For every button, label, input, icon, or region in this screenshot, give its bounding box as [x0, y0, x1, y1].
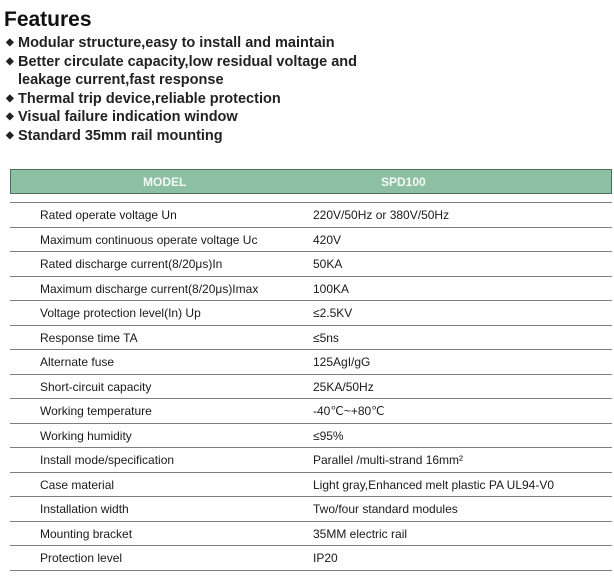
- spec-label: Maximum discharge current(8/20μs)Imax: [40, 281, 259, 296]
- table-row: Install mode/specification Parallel /mult…: [10, 447, 612, 472]
- table-row: Voltage protection level(In) Up ≤2.5KV: [10, 300, 612, 325]
- spec-value: ≤5ns: [313, 330, 339, 345]
- spec-label: Working temperature: [40, 404, 152, 418]
- spec-label: Alternate fuse: [40, 355, 115, 369]
- spec-label: Rated discharge current(8/20μs)In: [40, 257, 223, 271]
- spec-value: Parallel /multi-strand 16mm²: [313, 453, 464, 467]
- spec-label: Rated operate voltage Un: [40, 208, 177, 222]
- spec-label: Case material: [40, 477, 115, 492]
- table-row: Response time TA ≤5ns: [10, 324, 612, 350]
- spec-label: Maximum continuous operate voltage Uc: [40, 232, 258, 247]
- spec-value: Two/four standard modules: [313, 502, 458, 516]
- table-header: MODEL SPD100: [10, 169, 612, 194]
- table-row: Working humidity ≤95%: [10, 422, 612, 448]
- header-model: MODEL: [143, 175, 187, 189]
- spec-value: 125AgI/gG: [313, 355, 371, 369]
- spec-label: Response time TA: [40, 330, 138, 345]
- table-row: Case material Light gray,Enhanced melt pl…: [10, 471, 612, 497]
- spec-value: IP20: [313, 551, 338, 565]
- table-row: Working temperature -40℃~+80℃: [10, 398, 612, 423]
- spec-value: 25KA/50Hz: [313, 379, 374, 394]
- feature-item: Better circulate capacity,low residual v…: [6, 53, 357, 90]
- table-row: Alternate fuse 125AgI/gG: [10, 349, 612, 374]
- spec-value: 220V/50Hz or 380V/50Hz: [313, 208, 450, 222]
- feature-item: Thermal trip device,reliable protection: [6, 90, 357, 109]
- spec-label: Short-circuit capacity: [40, 379, 152, 394]
- spec-value: ≤2.5KV: [313, 306, 353, 320]
- spec-table: Rated operate voltage Un 220V/50Hz or 380…: [10, 202, 612, 571]
- feature-text-cont: leakage current,fast response: [18, 72, 224, 89]
- spec-value: 420V: [313, 232, 342, 247]
- spec-value: 35MM electric rail: [313, 526, 408, 541]
- table-row: Installation width Two/four standard modu…: [10, 496, 612, 521]
- header-value: SPD100: [381, 175, 426, 189]
- table-row: Short-circuit capacity 25KA/50Hz: [10, 373, 612, 399]
- table-row: Maximum discharge current(8/20μs)Imax 100…: [10, 275, 612, 301]
- table-row: Protection level IP20: [10, 545, 612, 570]
- feature-item: Modular structure,easy to install and ma…: [6, 34, 357, 53]
- table-bottom-rule: [10, 569, 612, 571]
- spec-value: -40℃~+80℃: [313, 404, 385, 418]
- spec-value: ≤95%: [313, 428, 344, 443]
- table-row: Maximum continuous operate voltage Uc 420…: [10, 226, 612, 252]
- feature-text: Better circulate capacity,low residual v…: [18, 53, 357, 70]
- spec-label: Protection level: [40, 551, 123, 565]
- spec-value: 50KA: [313, 257, 343, 271]
- features-list: Modular structure,easy to install and ma…: [6, 34, 357, 146]
- table-row: Rated operate voltage Un 220V/50Hz or 380…: [10, 202, 612, 227]
- table-row: Mounting bracket 35MM electric rail: [10, 520, 612, 546]
- feature-item: Standard 35mm rail mounting: [6, 127, 357, 146]
- spec-label: Install mode/specification: [40, 453, 175, 467]
- spec-label: Mounting bracket: [40, 526, 133, 541]
- spec-label: Installation width: [40, 502, 129, 516]
- spec-label: Working humidity: [40, 428, 132, 443]
- table-row: Rated discharge current(8/20μs)In 50KA: [10, 251, 612, 276]
- feature-item: Visual failure indication window: [6, 108, 357, 127]
- spec-label: Voltage protection level(In) Up: [40, 306, 201, 320]
- spec-value: Light gray,Enhanced melt plastic PA UL94…: [313, 477, 555, 492]
- spec-value: 100KA: [313, 281, 350, 296]
- features-title: Features: [4, 8, 92, 31]
